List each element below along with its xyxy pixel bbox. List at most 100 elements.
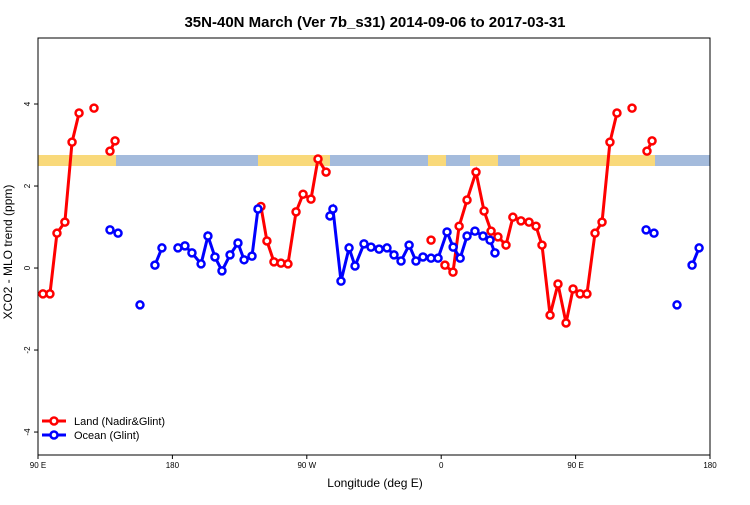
data-point <box>479 206 489 216</box>
legend-marker <box>49 416 59 426</box>
data-point <box>187 248 197 258</box>
data-point <box>105 225 115 235</box>
data-point <box>485 235 495 245</box>
x-tick-label: 180 <box>703 461 717 470</box>
data-point <box>233 238 243 248</box>
data-point <box>672 300 682 310</box>
data-point <box>374 244 384 254</box>
data-point <box>306 194 316 204</box>
data-point <box>448 267 458 277</box>
data-point <box>486 226 496 236</box>
y-tick-label: 0 <box>23 265 32 270</box>
land-mask-strip <box>38 155 710 166</box>
data-point <box>490 248 500 258</box>
x-axis-label: Longitude (deg E) <box>327 476 422 490</box>
data-point <box>687 260 697 270</box>
data-point <box>313 154 323 164</box>
data-point <box>470 226 480 236</box>
data-point <box>196 259 206 269</box>
data-point <box>336 276 346 286</box>
data-point <box>283 259 293 269</box>
series-line <box>42 112 654 324</box>
data-point <box>291 207 301 217</box>
data-point <box>210 252 220 262</box>
y-tick-label: -4 <box>23 428 32 436</box>
data-point <box>471 167 481 177</box>
data-point <box>396 256 406 266</box>
data-point <box>217 266 227 276</box>
x-tick-label: 90 E <box>30 461 46 470</box>
data-point <box>350 261 360 271</box>
y-tick-label: 4 <box>23 101 32 106</box>
data-point <box>433 253 443 263</box>
data-point <box>404 240 414 250</box>
data-point <box>627 103 637 113</box>
data-point <box>180 241 190 251</box>
y-axis-label: XCO2 - MLO trend (ppm) <box>1 185 15 320</box>
data-point <box>537 240 547 250</box>
data-point <box>135 300 145 310</box>
data-point <box>524 217 534 227</box>
data-point <box>597 217 607 227</box>
data-point <box>52 228 62 238</box>
data-point <box>493 232 503 242</box>
data-point <box>647 136 657 146</box>
data-point <box>150 260 160 270</box>
data-point <box>344 243 354 253</box>
data-point <box>516 216 526 226</box>
data-point <box>553 279 563 289</box>
data-point <box>642 146 652 156</box>
data-point <box>582 289 592 299</box>
data-point <box>612 108 622 118</box>
data-point <box>203 231 213 241</box>
data-point <box>74 108 84 118</box>
data-point <box>454 221 464 231</box>
x-tick-label: 90 W <box>297 461 316 470</box>
data-point <box>568 284 578 294</box>
data-point <box>60 217 70 227</box>
data-point <box>649 228 659 238</box>
legend-marker <box>49 430 59 440</box>
data-point <box>605 137 615 147</box>
data-point <box>366 242 376 252</box>
data-point <box>110 136 120 146</box>
data-point <box>225 250 235 260</box>
data-point <box>590 228 600 238</box>
plot-frame <box>37 37 711 456</box>
data-point <box>389 250 399 260</box>
data-point <box>694 243 704 253</box>
data-point <box>531 221 541 231</box>
x-tick-label: 90 E <box>567 461 583 470</box>
data-point <box>328 204 338 214</box>
data-point <box>478 231 488 241</box>
data-point <box>45 289 55 299</box>
data-point <box>262 236 272 246</box>
data-point <box>501 240 511 250</box>
legend-label: Ocean (Glint) <box>74 430 139 442</box>
data-point <box>298 189 308 199</box>
data-point <box>382 243 392 253</box>
data-point <box>239 255 249 265</box>
data-point <box>321 167 331 177</box>
data-point <box>561 318 571 328</box>
data-point <box>418 252 428 262</box>
y-tick-label: -2 <box>23 346 32 354</box>
data-point <box>105 146 115 156</box>
data-point <box>359 239 369 249</box>
legend-label: Land (Nadir&Glint) <box>74 416 165 428</box>
data-point <box>411 256 421 266</box>
data-point <box>67 137 77 147</box>
data-point <box>157 243 167 253</box>
x-tick-label: 0 <box>439 461 444 470</box>
data-point <box>442 227 452 237</box>
data-point <box>508 212 518 222</box>
data-point <box>462 231 472 241</box>
data-point <box>247 251 257 261</box>
data-point <box>462 195 472 205</box>
data-point <box>440 260 450 270</box>
x-tick-label: 180 <box>166 461 180 470</box>
data-point <box>545 310 555 320</box>
data-point <box>253 204 263 214</box>
data-point <box>426 235 436 245</box>
